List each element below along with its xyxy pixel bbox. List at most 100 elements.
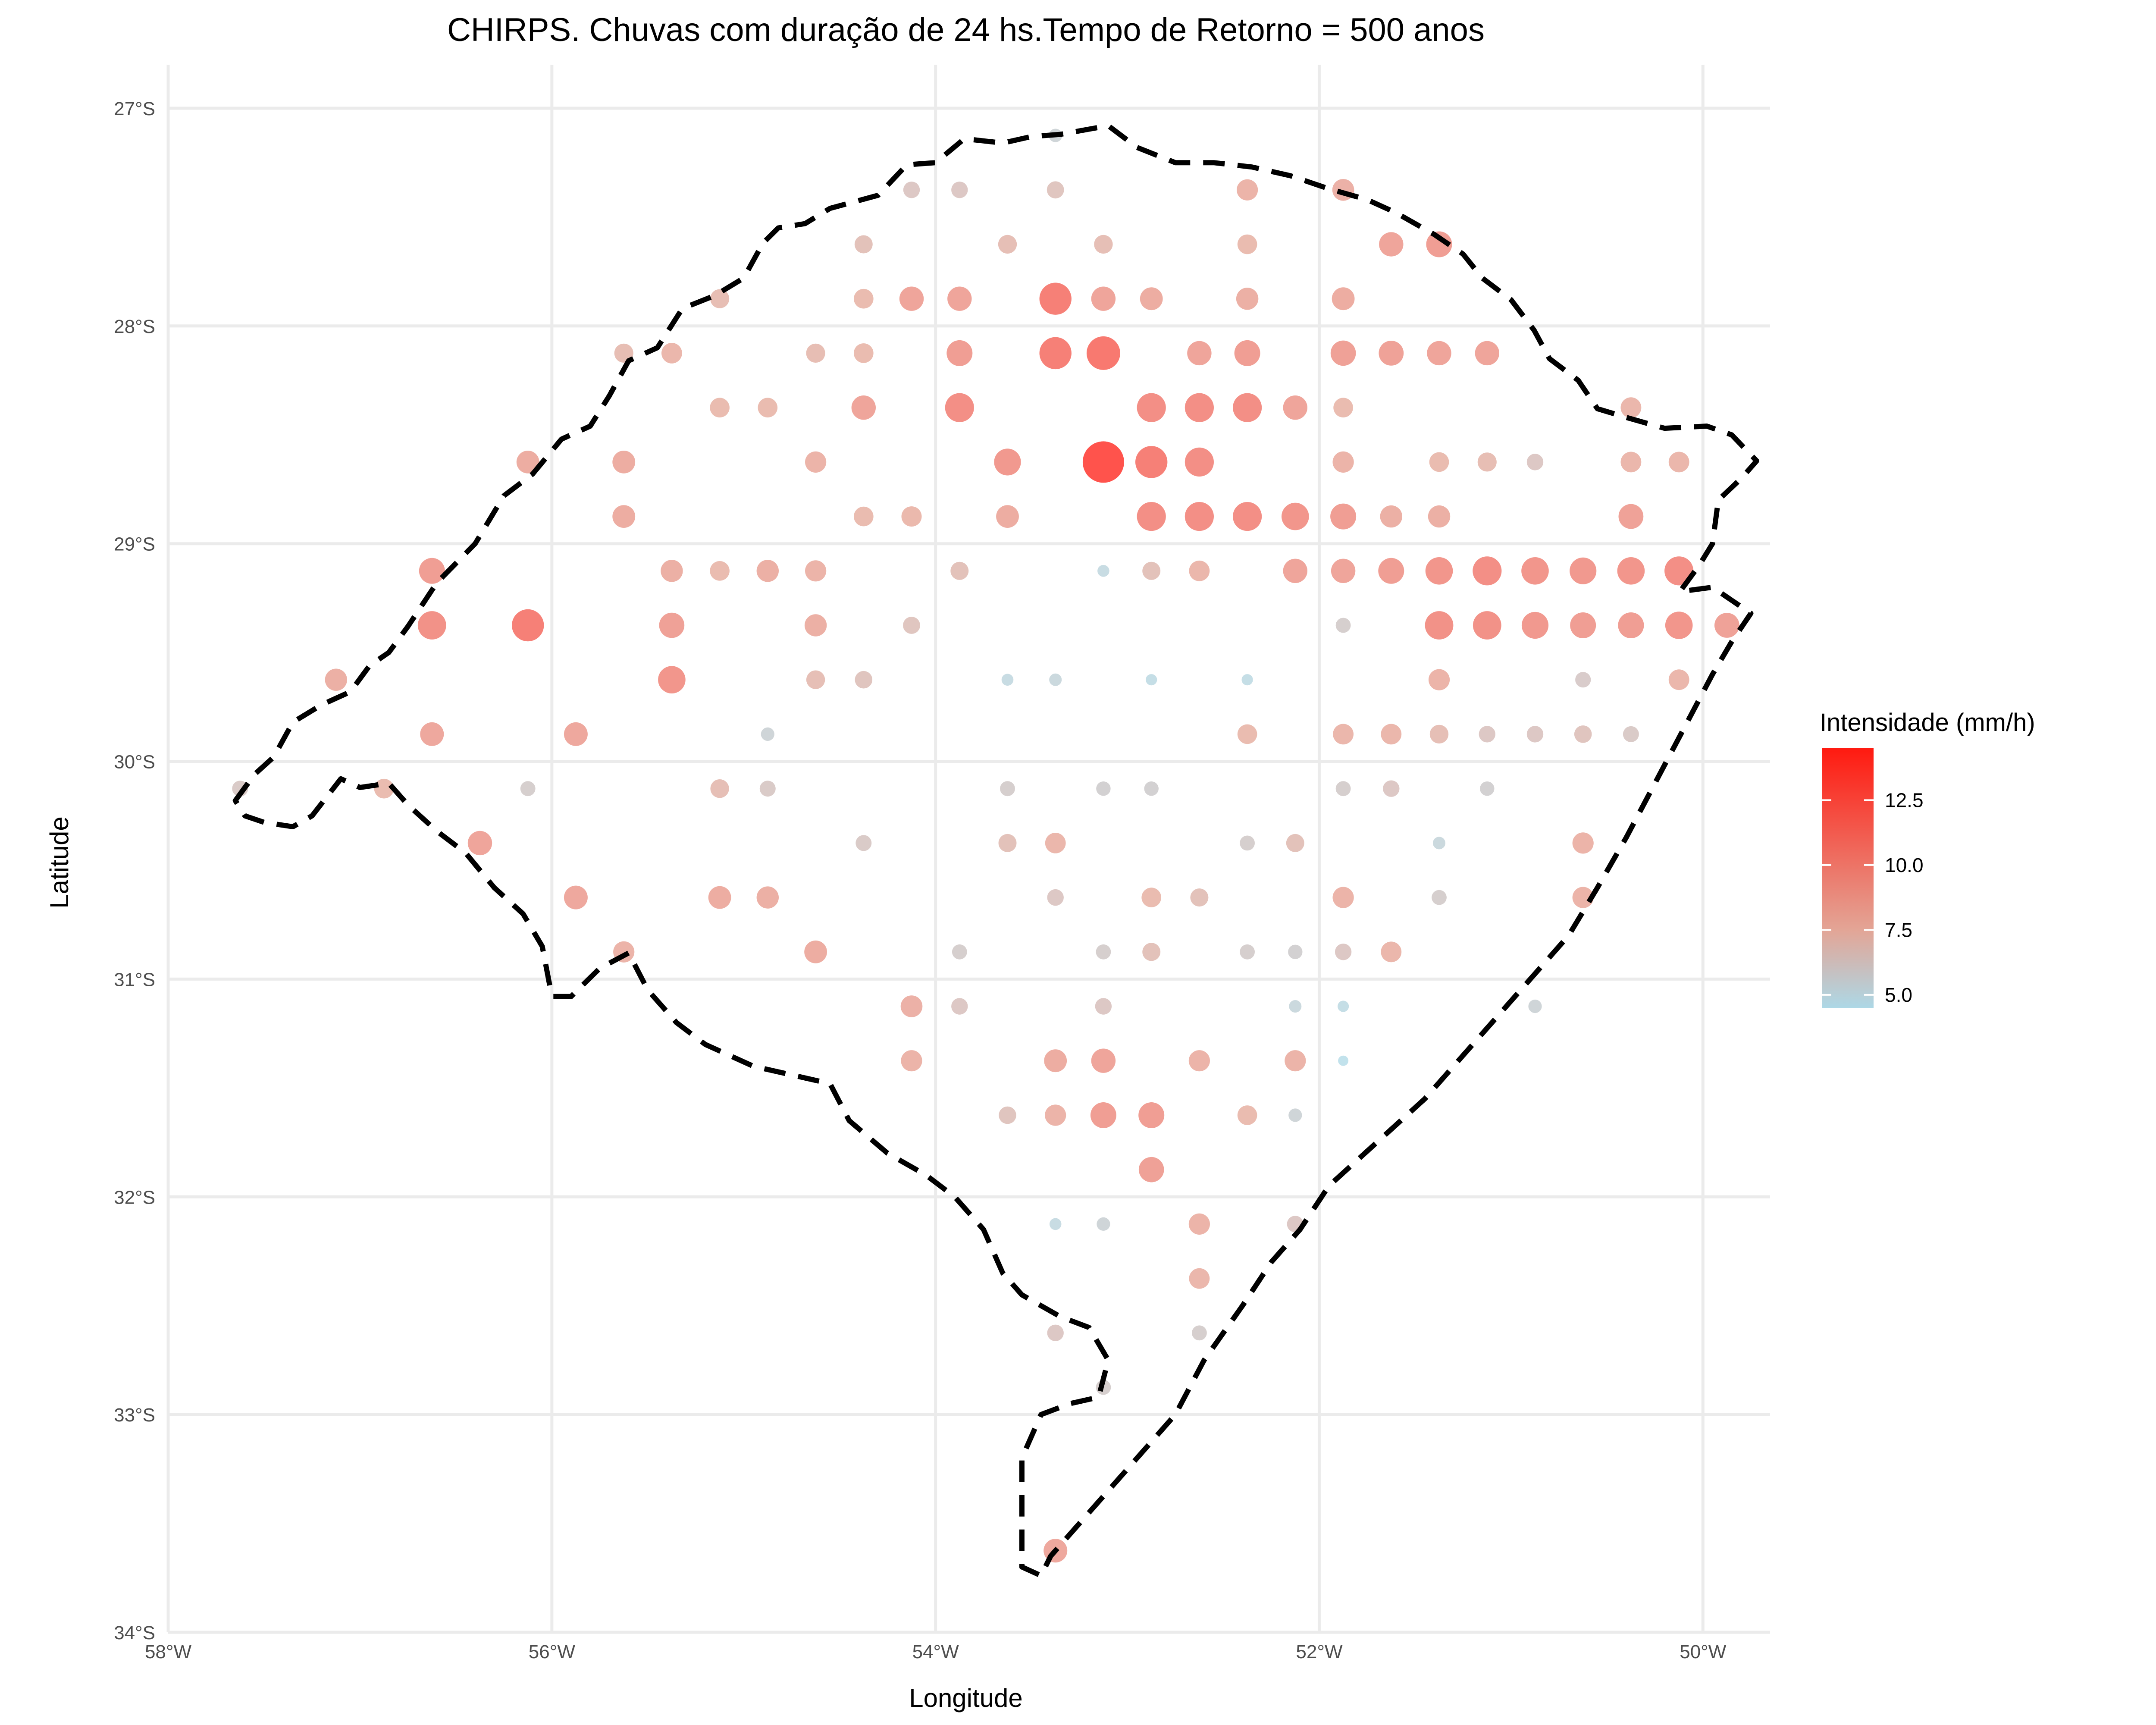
data-point — [1570, 612, 1596, 638]
data-point — [661, 343, 682, 364]
data-point — [1572, 887, 1594, 908]
data-point — [1047, 181, 1064, 199]
data-point — [951, 182, 968, 198]
data-point — [1665, 612, 1693, 639]
data-point — [710, 561, 730, 581]
data-point — [1332, 451, 1354, 473]
data-point — [1189, 1268, 1210, 1289]
data-point — [1338, 1000, 1349, 1012]
data-point — [1185, 502, 1214, 531]
data-point — [1428, 505, 1451, 528]
data-point — [1190, 888, 1209, 907]
data-point — [614, 343, 633, 363]
data-point — [1617, 557, 1645, 585]
data-point — [1283, 558, 1307, 583]
data-point — [1045, 833, 1066, 853]
data-point — [1097, 565, 1109, 577]
data-point — [1288, 944, 1303, 959]
data-point — [1137, 502, 1166, 531]
data-point — [1288, 1108, 1302, 1122]
data-point — [1620, 452, 1642, 473]
data-point — [1233, 502, 1262, 531]
data-point — [1380, 505, 1402, 528]
data-point — [1379, 232, 1404, 257]
data-point — [1668, 669, 1689, 690]
data-point — [1188, 1050, 1210, 1072]
data-point — [947, 286, 972, 311]
data-point — [951, 998, 968, 1015]
data-point — [325, 668, 347, 691]
data-point — [520, 781, 536, 797]
data-point — [1335, 944, 1352, 960]
data-point — [1283, 395, 1307, 420]
data-point — [1187, 341, 1212, 366]
data-point — [1475, 341, 1499, 366]
data-point — [806, 670, 825, 689]
y-axis-ticks: 27°S 28°S 29°S 30°S 31°S 32°S 33°S 34°S — [114, 98, 155, 1643]
data-point — [1330, 340, 1356, 366]
data-point — [1240, 944, 1255, 960]
data-point — [1047, 889, 1064, 906]
data-point — [1045, 1104, 1066, 1126]
data-point — [1570, 557, 1597, 584]
data-point — [1185, 447, 1214, 477]
data-point — [1333, 724, 1354, 745]
data-point — [374, 778, 394, 799]
data-point — [805, 560, 827, 582]
data-point — [1282, 502, 1309, 530]
data-point — [1526, 454, 1544, 470]
data-point — [761, 727, 774, 741]
y-tick-label: 31°S — [114, 969, 155, 990]
data-point — [996, 505, 1019, 528]
data-point — [1335, 618, 1351, 633]
data-point — [1618, 504, 1644, 529]
data-point — [1426, 231, 1452, 257]
data-point — [901, 1050, 922, 1072]
data-point — [856, 835, 872, 851]
data-point — [420, 722, 444, 746]
y-axis-title: Latitude — [45, 816, 74, 909]
data-point — [1095, 998, 1112, 1015]
data-point — [1333, 398, 1353, 417]
data-point — [1289, 1000, 1302, 1013]
data-point — [612, 451, 636, 474]
data-point — [1234, 340, 1260, 366]
data-point — [1192, 1325, 1207, 1341]
data-point — [1521, 612, 1549, 639]
x-tick-label: 56°W — [529, 1641, 576, 1662]
x-tick-label: 54°W — [912, 1641, 959, 1662]
data-point — [1094, 235, 1113, 254]
data-point — [1086, 336, 1120, 370]
data-point — [899, 286, 924, 311]
data-point — [1285, 1050, 1306, 1072]
data-point — [1237, 724, 1257, 744]
data-point — [1381, 941, 1402, 963]
data-point — [1137, 393, 1166, 422]
data-point — [1335, 781, 1351, 797]
data-point — [950, 561, 969, 580]
data-point — [1429, 724, 1449, 744]
data-point — [512, 609, 544, 642]
data-point — [1096, 781, 1111, 796]
y-tick-label: 30°S — [114, 752, 155, 773]
data-point — [1479, 726, 1495, 743]
data-point — [1623, 726, 1639, 742]
data-point — [659, 612, 685, 638]
data-point — [1378, 558, 1404, 584]
data-point — [1338, 1055, 1349, 1066]
data-point — [1096, 944, 1111, 960]
grid-lines — [166, 65, 1770, 1634]
data-point — [1381, 724, 1402, 745]
y-tick-label: 32°S — [114, 1187, 155, 1208]
data-point — [1082, 441, 1124, 483]
color-legend: Intensidade (mm/h) 5.0 7.5 10.0 12.5 — [1820, 709, 2035, 1008]
data-point — [1428, 669, 1450, 690]
data-point — [1039, 282, 1072, 315]
data-point — [952, 944, 967, 960]
data-point — [1097, 1217, 1110, 1231]
data-point — [1477, 452, 1497, 472]
data-point — [1142, 943, 1161, 961]
chart-title: CHIRPS. Chuvas com duração de 24 hs.Temp… — [447, 12, 1485, 48]
data-point — [1473, 611, 1501, 640]
x-tick-label: 50°W — [1680, 1641, 1727, 1662]
